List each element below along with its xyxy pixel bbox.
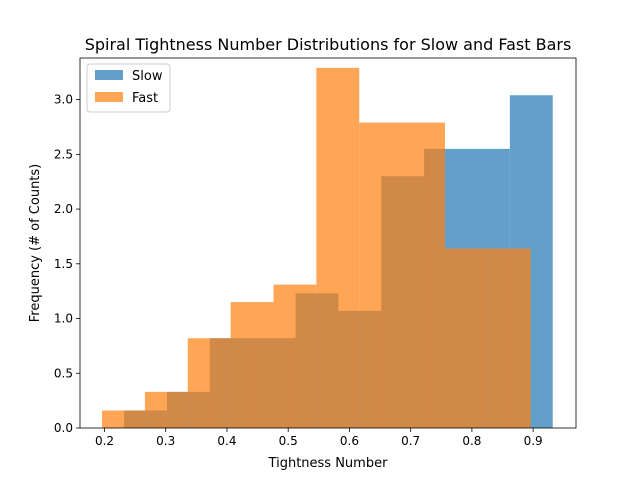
y-tick-label: 0.5 [54, 366, 73, 380]
x-tick-label: 0.8 [462, 434, 481, 448]
y-axis-ticks: 0.0 0.5 1.0 1.5 2.0 2.5 3.0 [54, 93, 80, 435]
bars-group [102, 67, 553, 429]
x-tick-label: 0.7 [401, 434, 420, 448]
bar-fast-7 [402, 122, 445, 428]
chart-title: Spiral Tightness Number Distributions fo… [85, 35, 572, 54]
plot-frame [79, 57, 577, 429]
bar-fast-5 [316, 67, 360, 428]
legend-label-fast: Fast [132, 91, 158, 106]
x-tick-label: 0.6 [340, 434, 359, 448]
x-tick-label: 0.9 [524, 434, 543, 448]
bar-fast-0 [102, 410, 145, 428]
bar-fast-1 [144, 391, 188, 428]
y-tick-label: 2.0 [54, 202, 73, 216]
x-tick-label: 0.3 [156, 434, 175, 448]
x-axis-ticks: 0.2 0.3 0.4 0.5 0.6 0.7 0.8 0.9 [95, 428, 543, 448]
bar-fast-2 [187, 338, 231, 428]
bar-fast-4 [273, 284, 317, 428]
x-tick-label: 0.2 [95, 434, 114, 448]
legend: Slow Fast [86, 63, 171, 113]
legend-swatch-fast [95, 92, 123, 102]
x-axis-label: Tightness Number [268, 456, 389, 471]
y-axis-label: Frequency (# of Counts) [28, 164, 43, 323]
bar-fast-8 [444, 248, 488, 428]
y-tick-label: 1.0 [54, 312, 73, 326]
bar-fast-3 [230, 302, 274, 428]
y-tick-label: 3.0 [54, 93, 73, 107]
legend-label-slow: Slow [132, 69, 163, 84]
bar-fast-9 [487, 248, 531, 428]
bar-fast-6 [359, 122, 403, 428]
x-tick-label: 0.4 [217, 434, 236, 448]
y-tick-label: 0.0 [54, 421, 73, 435]
y-tick-label: 2.5 [54, 147, 73, 161]
y-tick-label: 1.5 [54, 257, 73, 271]
x-tick-label: 0.5 [279, 434, 298, 448]
legend-swatch-slow [95, 70, 123, 80]
